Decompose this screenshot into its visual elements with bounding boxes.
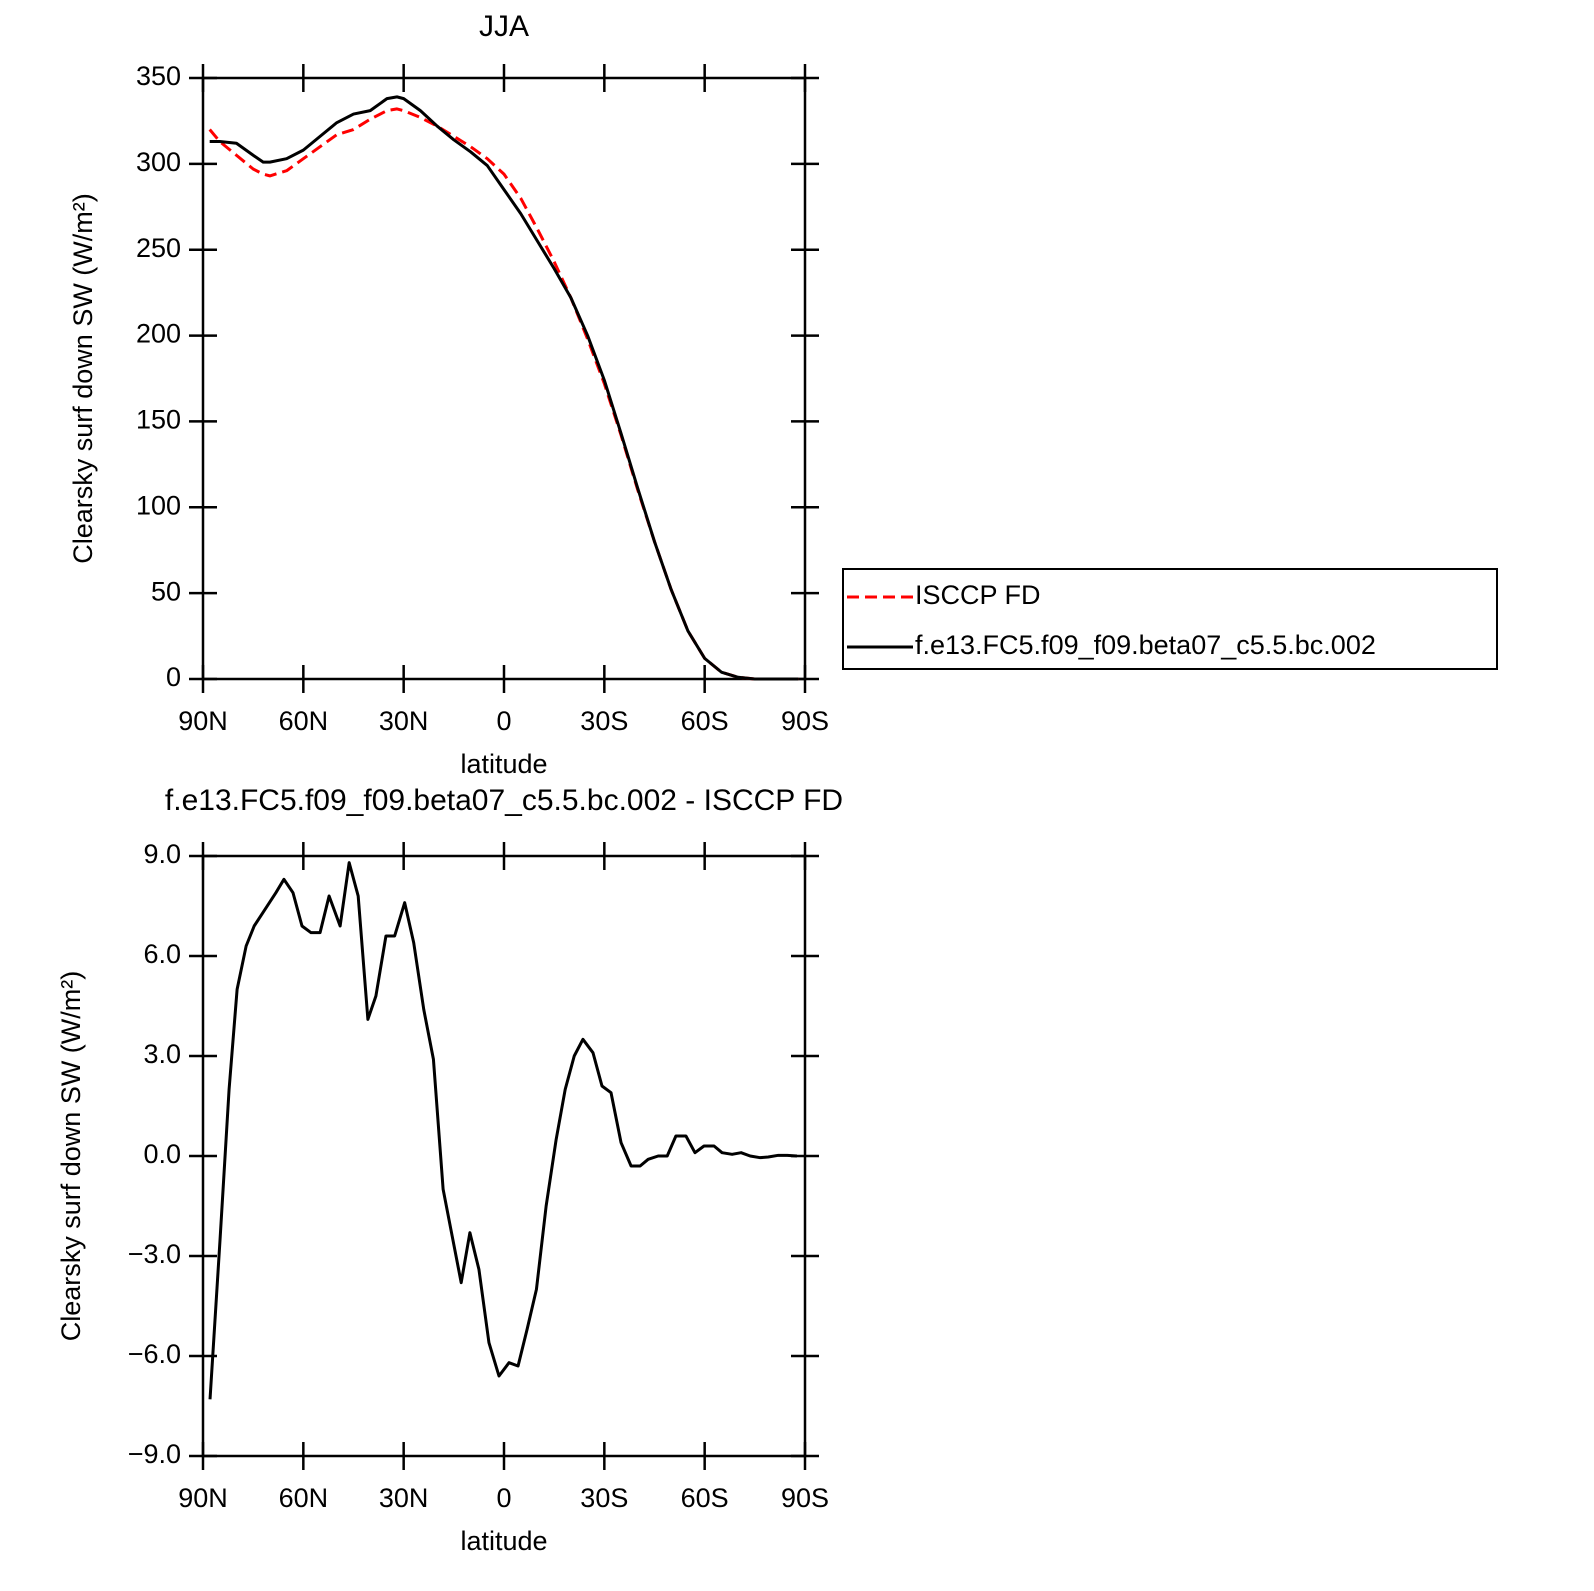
y-tick-label: −3.0: [128, 1239, 181, 1269]
data-line: [208, 107, 799, 681]
plot-frame: [201, 854, 807, 1458]
x-tick-label: 90S: [781, 706, 829, 736]
y-tick-label: 50: [151, 576, 181, 606]
x-tick-label: 90N: [178, 706, 228, 736]
x-tick-label: 0: [496, 706, 511, 736]
x-tick-label: 60S: [681, 706, 729, 736]
legend-label: f.e13.FC5.f09_f09.beta07_c5.5.bc.002: [915, 630, 1376, 660]
x-tick-label: 30S: [580, 1483, 628, 1513]
legend-box: [842, 568, 1498, 670]
y-tick-label: 100: [136, 490, 181, 520]
x-axis-label: latitude: [460, 1526, 547, 1556]
x-tick-label: 30S: [580, 706, 628, 736]
y-tick-label: 250: [136, 233, 181, 263]
y-tick-label: 200: [136, 319, 181, 349]
x-tick-label: 0: [496, 1483, 511, 1513]
y-tick-label: 150: [136, 405, 181, 435]
legend-label: ISCCP FD: [915, 580, 1041, 610]
data-line: [208, 861, 798, 1400]
y-tick-label: −9.0: [128, 1439, 181, 1469]
y-tick-label: 350: [136, 61, 181, 91]
x-tick-label: 60N: [279, 706, 329, 736]
x-tick-label: 60N: [279, 1483, 329, 1513]
chart-title: JJA: [479, 10, 529, 43]
x-tick-label: 90N: [178, 1483, 228, 1513]
y-tick-label: 300: [136, 147, 181, 177]
x-tick-label: 90S: [781, 1483, 829, 1513]
plot-frame: [201, 76, 807, 681]
x-axis-label: latitude: [460, 749, 547, 779]
chart-title: f.e13.FC5.f09_f09.beta07_c5.5.bc.002 - I…: [165, 784, 843, 817]
y-tick-label: 6.0: [143, 939, 181, 969]
y-axis-label: Clearsky surf down SW (W/m²): [56, 971, 86, 1342]
data-line: [209, 95, 799, 681]
y-tick-label: −6.0: [128, 1339, 181, 1369]
y-axis-label: Clearsky surf down SW (W/m²): [68, 193, 98, 564]
y-tick-label: 0.0: [143, 1139, 181, 1169]
x-tick-label: 30N: [379, 706, 429, 736]
y-tick-label: 0: [166, 662, 181, 692]
y-tick-label: 9.0: [143, 839, 181, 869]
y-tick-label: 3.0: [143, 1039, 181, 1069]
x-tick-label: 60S: [681, 1483, 729, 1513]
x-tick-label: 30N: [379, 1483, 429, 1513]
